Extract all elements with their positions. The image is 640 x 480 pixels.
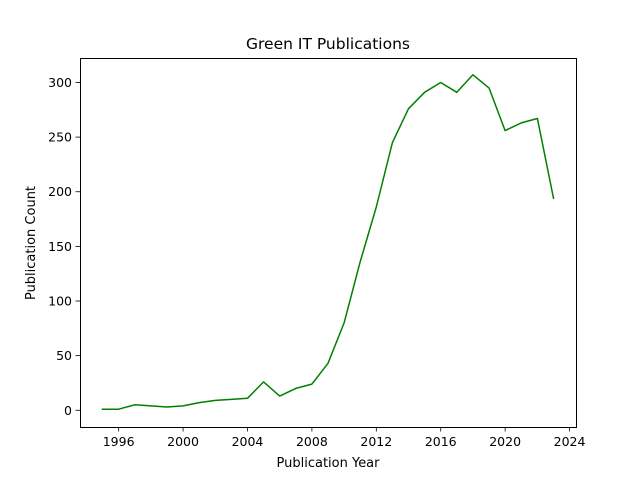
x-tick-label: 2016 bbox=[425, 434, 457, 449]
y-tick-label: 100 bbox=[48, 294, 72, 309]
x-tick-label: 2012 bbox=[360, 434, 392, 449]
x-tick-label: 2004 bbox=[232, 434, 264, 449]
y-tick-label: 50 bbox=[56, 348, 72, 363]
y-tick-label: 300 bbox=[48, 75, 72, 90]
plot-frame bbox=[80, 58, 577, 428]
x-tick-label: 1996 bbox=[103, 434, 135, 449]
x-axis-label: Publication Year bbox=[277, 456, 381, 471]
series-line-0 bbox=[101, 74, 555, 410]
x-tick-label: 2020 bbox=[489, 434, 521, 449]
plot-area bbox=[101, 74, 555, 410]
x-axis: 1996 2000 2004 2008 2012 2016 2020 2024 bbox=[103, 427, 586, 449]
y-tick-label: 150 bbox=[48, 239, 72, 254]
y-tick-label: 0 bbox=[64, 403, 72, 418]
x-tick-label: 2000 bbox=[167, 434, 199, 449]
x-tick-label: 2008 bbox=[296, 434, 328, 449]
chart-title: Green IT Publications bbox=[246, 35, 410, 53]
y-tick-label: 200 bbox=[48, 184, 72, 199]
y-tick-label: 250 bbox=[48, 130, 72, 145]
y-axis-label: Publication Count bbox=[24, 186, 39, 300]
y-axis: 0 50 100 150 200 250 300 bbox=[48, 75, 80, 418]
x-tick-label: 2024 bbox=[554, 434, 586, 449]
